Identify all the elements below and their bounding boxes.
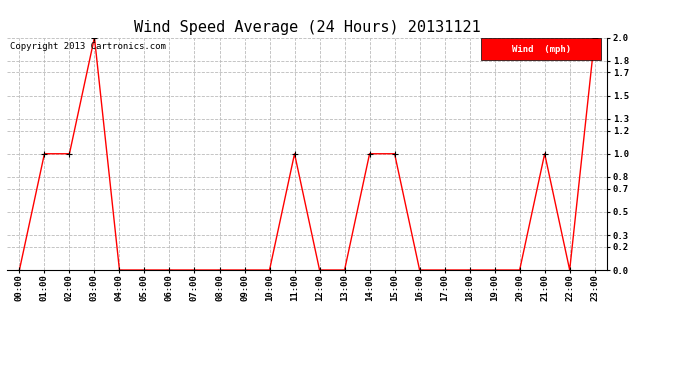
Text: Copyright 2013 Cartronics.com: Copyright 2013 Cartronics.com: [10, 42, 166, 51]
Title: Wind Speed Average (24 Hours) 20131121: Wind Speed Average (24 Hours) 20131121: [134, 20, 480, 35]
FancyBboxPatch shape: [481, 38, 601, 60]
Text: Wind  (mph): Wind (mph): [511, 45, 571, 54]
